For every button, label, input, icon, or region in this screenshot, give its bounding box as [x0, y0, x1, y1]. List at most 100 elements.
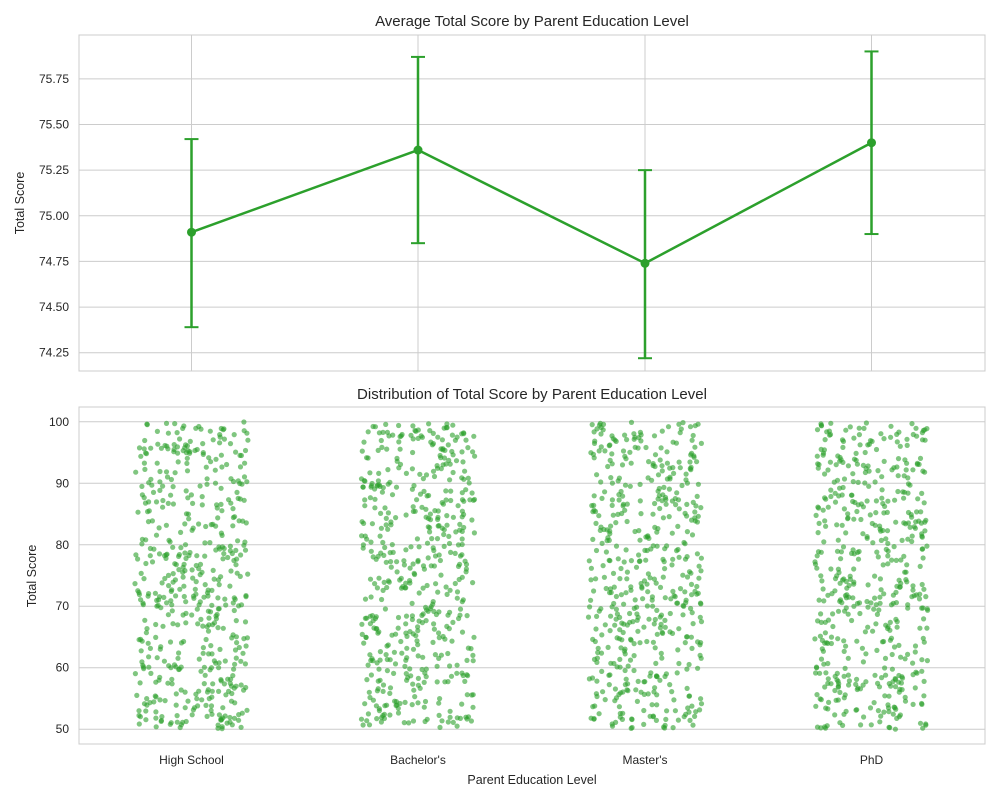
score-point	[693, 503, 699, 509]
score-point	[147, 700, 153, 706]
score-point	[627, 657, 634, 663]
score-point	[149, 559, 156, 565]
score-point	[590, 704, 596, 710]
score-point	[200, 623, 206, 629]
score-point	[170, 501, 176, 507]
score-point	[133, 469, 139, 475]
score-point	[442, 679, 448, 685]
score-point	[395, 625, 401, 631]
score-point	[157, 479, 163, 485]
score-point	[920, 555, 926, 561]
score-point	[619, 462, 626, 468]
score-point	[652, 645, 658, 651]
score-point	[911, 524, 917, 530]
score-point	[620, 629, 626, 636]
score-point	[205, 587, 211, 593]
score-point	[590, 536, 596, 543]
score-point	[618, 565, 624, 572]
score-point	[834, 677, 840, 683]
score-point	[653, 580, 659, 586]
score-point	[415, 682, 421, 688]
score-point	[365, 429, 371, 435]
score-point	[642, 679, 648, 685]
score-point	[616, 497, 622, 503]
score-point	[147, 645, 153, 652]
score-point	[593, 576, 599, 582]
score-point	[462, 558, 468, 564]
score-point	[410, 423, 416, 429]
score-point	[189, 612, 195, 618]
score-point	[655, 472, 662, 478]
score-point	[599, 495, 605, 501]
score-point	[667, 610, 673, 617]
score-point	[632, 444, 638, 450]
x-tick-label: Bachelor's	[390, 753, 446, 767]
score-point	[815, 504, 821, 510]
score-point	[242, 547, 249, 553]
score-point	[868, 600, 874, 606]
score-point	[819, 578, 825, 584]
score-point	[232, 700, 238, 706]
score-point	[235, 478, 241, 484]
score-point	[860, 531, 866, 537]
score-point	[417, 491, 424, 497]
score-point	[609, 502, 615, 508]
score-point	[677, 586, 684, 592]
score-point	[421, 488, 427, 494]
score-point	[694, 551, 701, 557]
score-point	[216, 660, 222, 666]
score-point	[469, 517, 475, 523]
score-point	[607, 528, 613, 534]
score-point	[435, 508, 441, 514]
score-point	[873, 509, 879, 516]
score-point	[924, 426, 930, 432]
score-point	[468, 718, 474, 724]
score-point	[424, 716, 430, 722]
score-point	[841, 648, 847, 655]
score-point	[447, 714, 453, 720]
score-point	[913, 519, 919, 525]
score-point	[631, 641, 637, 647]
score-point	[641, 578, 648, 584]
score-point	[846, 678, 853, 684]
score-point	[651, 576, 658, 582]
score-point	[920, 725, 926, 731]
score-point	[652, 616, 658, 623]
score-point	[826, 699, 832, 706]
score-point	[147, 553, 153, 559]
score-point	[686, 693, 693, 699]
score-point	[878, 431, 884, 437]
score-point	[377, 533, 383, 539]
score-point	[377, 657, 383, 663]
score-point	[453, 529, 459, 535]
score-point	[211, 658, 217, 664]
score-point	[615, 478, 621, 484]
score-point	[378, 719, 384, 725]
score-point	[403, 621, 409, 627]
score-point	[608, 613, 614, 619]
score-point	[449, 432, 455, 438]
score-point	[177, 436, 183, 442]
bottom-y-tick-label: 70	[56, 599, 70, 613]
score-point	[204, 481, 210, 487]
bottom-x-axis-label: Parent Education Level	[467, 773, 596, 787]
score-point	[230, 506, 236, 512]
score-point	[201, 594, 207, 600]
score-point	[165, 680, 171, 686]
score-point	[617, 656, 623, 663]
score-point	[425, 515, 432, 522]
score-point	[834, 548, 841, 554]
score-point	[185, 698, 191, 704]
score-point	[634, 698, 641, 705]
score-point	[146, 499, 152, 505]
score-point	[447, 587, 453, 593]
score-point	[430, 468, 437, 474]
score-point	[917, 563, 923, 570]
score-point	[657, 505, 663, 512]
score-point	[188, 492, 194, 498]
score-point	[653, 717, 660, 724]
score-point	[376, 470, 382, 476]
score-point	[132, 581, 138, 587]
score-point	[823, 496, 829, 502]
score-point	[138, 648, 144, 654]
